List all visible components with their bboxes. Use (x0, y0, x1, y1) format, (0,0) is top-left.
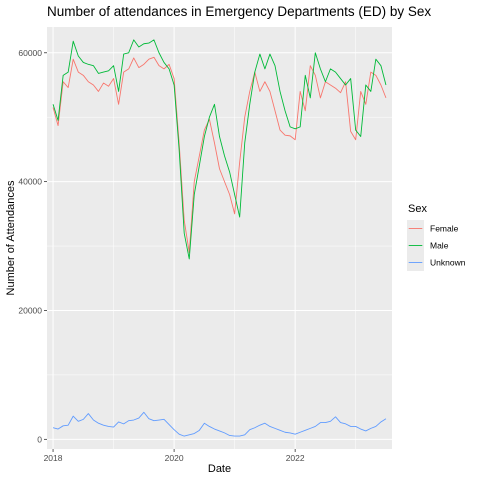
minor-gridlines (47, 27, 392, 449)
plot-panel (47, 27, 392, 449)
chart-title: Number of attendances in Emergency Depar… (47, 4, 431, 19)
y-axis-title: Number of Attendances (5, 180, 17, 295)
legend-label-unknown: Unknown (430, 258, 466, 268)
legend-label-female: Female (430, 224, 459, 234)
y-tick-label: 40000 (18, 177, 42, 187)
series-line-unknown (52, 411, 387, 437)
major-gridlines (47, 27, 392, 449)
series-line-female (52, 56, 387, 253)
x-tick-label: 2020 (165, 453, 184, 463)
y-tick-label: 20000 (18, 305, 42, 315)
series-lines (52, 39, 387, 437)
series-line-male (52, 39, 387, 260)
y-axis: 0 20000 40000 60000 (18, 48, 47, 444)
x-axis-title: Date (208, 463, 231, 475)
x-tick-label: 2018 (44, 453, 63, 463)
legend: Sex Female Male Unknown (407, 203, 466, 271)
x-tick-label: 2022 (286, 453, 305, 463)
x-axis: 2018 2020 2022 (44, 449, 305, 463)
legend-title: Sex (408, 203, 427, 215)
legend-label-male: Male (430, 241, 449, 251)
y-tick-label: 60000 (18, 48, 42, 58)
y-tick-label: 0 (37, 434, 42, 444)
